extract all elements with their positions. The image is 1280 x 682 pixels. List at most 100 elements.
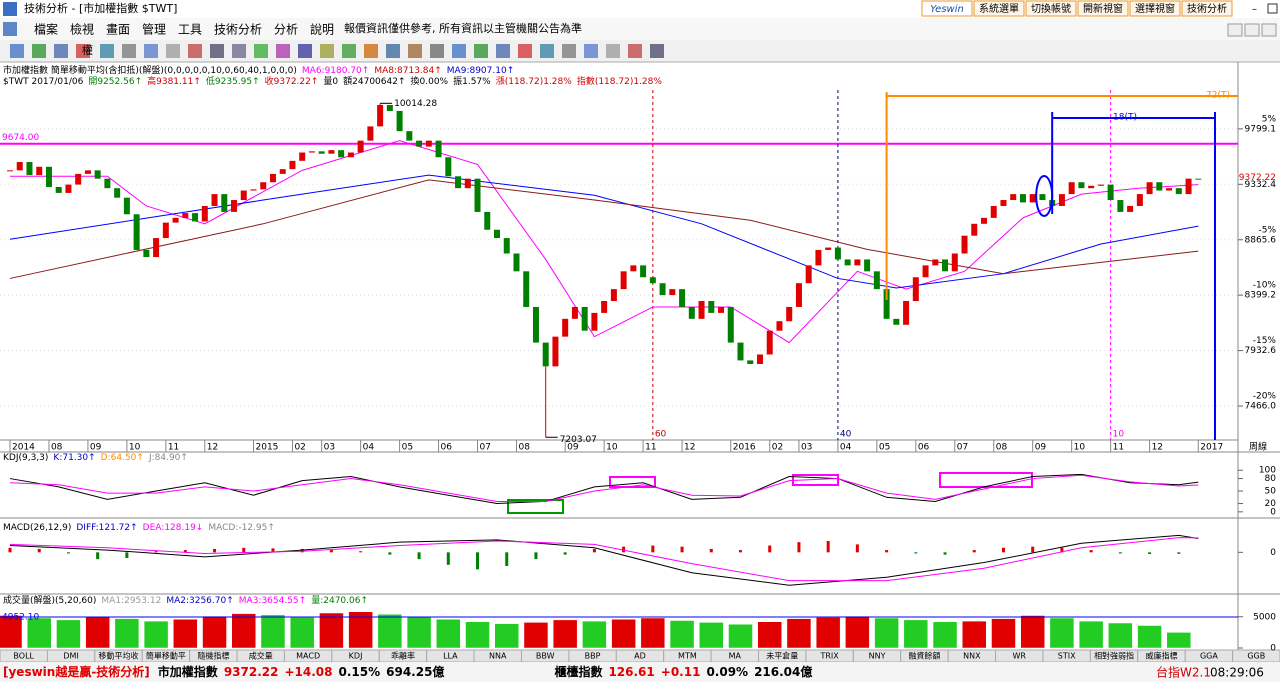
tab-label[interactable]: NNA	[489, 652, 507, 661]
tool-icon[interactable]	[474, 44, 488, 58]
tab-label[interactable]: BBW	[536, 652, 555, 661]
tool-icon[interactable]	[452, 44, 466, 58]
title-button[interactable]	[1077, 0, 1129, 17]
tab-label[interactable]: DMI	[63, 652, 78, 661]
tab-label[interactable]: GGB	[1247, 652, 1265, 661]
tool-icon[interactable]	[76, 44, 90, 58]
title-button-label[interactable]: 技術分析	[1187, 2, 1227, 15]
child-min[interactable]	[1227, 23, 1243, 37]
child-close[interactable]	[1261, 23, 1277, 37]
menu-item[interactable]: 技術分析	[214, 23, 262, 37]
tool-icon[interactable]	[144, 44, 158, 58]
title-button-label[interactable]: Yeswin	[930, 4, 964, 15]
tab-label[interactable]: STIX	[1058, 652, 1076, 661]
tab-label[interactable]: 簡單移動平	[146, 651, 186, 661]
candle	[464, 178, 471, 189]
x-unit-label: 周線	[1249, 441, 1267, 453]
tab-label[interactable]: NNX	[963, 652, 981, 661]
title-button[interactable]	[1129, 0, 1181, 17]
tab-label[interactable]: AD	[634, 652, 646, 661]
tool-icon[interactable]	[540, 44, 554, 58]
legend-entry: MA1:2953.12	[101, 596, 161, 606]
tab-label[interactable]: 乖離率	[391, 651, 415, 661]
candle	[1010, 194, 1017, 201]
tool-icon[interactable]	[188, 44, 202, 58]
tool-icon[interactable]	[518, 44, 532, 58]
tab-label[interactable]: 融資餘額	[908, 651, 940, 661]
menu-item[interactable]: 說明	[310, 22, 334, 37]
tool-icon[interactable]	[210, 44, 224, 58]
candle	[45, 166, 52, 187]
tab-label[interactable]: 成交量	[249, 651, 273, 661]
tab-label[interactable]: BOLL	[13, 652, 34, 661]
tool-icon[interactable]	[54, 44, 68, 58]
title-button[interactable]	[921, 0, 973, 17]
tab-label[interactable]: MACD	[296, 652, 320, 661]
tool-icon[interactable]	[10, 44, 24, 58]
tool-icon[interactable]	[298, 44, 312, 58]
maximize[interactable]	[1267, 3, 1278, 14]
menu-item[interactable]: 工具	[178, 23, 202, 37]
tab-label[interactable]: KDJ	[349, 652, 363, 661]
tool-icon[interactable]	[122, 44, 136, 58]
child-restore[interactable]	[1244, 23, 1260, 37]
tab-label[interactable]: MTM	[678, 652, 697, 661]
tab-label[interactable]: NNY	[869, 652, 886, 661]
tab-label[interactable]: GGA	[1200, 652, 1218, 661]
tool-icon[interactable]	[232, 44, 246, 58]
menu-item[interactable]: 分析	[274, 23, 298, 37]
tool-icon[interactable]	[408, 44, 422, 58]
menu-item[interactable]: 管理	[142, 22, 166, 37]
y-tick-label: 9799.1	[1245, 124, 1277, 134]
tool-icon[interactable]	[386, 44, 400, 58]
tool-icon[interactable]	[584, 44, 598, 58]
tool-icon[interactable]	[342, 44, 356, 58]
tab-label[interactable]: BBP	[585, 652, 601, 661]
tool-icon[interactable]	[254, 44, 268, 58]
title-button-label[interactable]: 切換帳號	[1031, 2, 1071, 15]
legend-entry: D:64.50↑	[101, 453, 144, 463]
tab-label[interactable]: TRIX	[819, 652, 839, 661]
tool-icon[interactable]	[650, 44, 664, 58]
candle	[143, 249, 150, 258]
title-button[interactable]	[1181, 0, 1233, 17]
tool-icon[interactable]	[364, 44, 378, 58]
tool-icon[interactable]	[320, 44, 334, 58]
tool-icon[interactable]	[32, 44, 46, 58]
volume-bar	[699, 622, 724, 649]
tab-label[interactable]: WR	[1013, 652, 1027, 661]
legend-entry: MACD:-12.95↑	[208, 523, 275, 533]
tab-label[interactable]: 相對強弱指	[1094, 651, 1134, 661]
tool-icon[interactable]	[562, 44, 576, 58]
tool-icon[interactable]	[276, 44, 290, 58]
tab-label[interactable]: 隨機指標	[197, 651, 229, 661]
title-button[interactable]	[973, 0, 1025, 17]
candle	[834, 247, 841, 260]
candle	[727, 306, 734, 343]
menu-item[interactable]: 檢視	[70, 22, 94, 37]
volume-bar	[377, 614, 403, 649]
pct-tick-label: -5%	[1258, 225, 1276, 235]
title-button-label[interactable]: 選擇視窗	[1135, 2, 1175, 15]
tool-icon[interactable]	[606, 44, 620, 58]
tab-label[interactable]: LLA	[443, 652, 458, 661]
tab-label[interactable]: MA	[729, 652, 742, 661]
tab-label[interactable]: 未平倉量	[766, 651, 798, 661]
menu-item[interactable]: 畫面	[106, 22, 130, 37]
minimize[interactable]: –	[1252, 4, 1257, 15]
title-button-label[interactable]: 開新視窗	[1083, 2, 1123, 15]
tool-icon[interactable]	[430, 44, 444, 58]
tool-icon[interactable]	[496, 44, 510, 58]
tool-icon[interactable]	[166, 44, 180, 58]
tool-icon[interactable]	[100, 44, 114, 58]
title-button[interactable]	[1025, 0, 1077, 17]
title-button-label[interactable]: 系統選單	[979, 2, 1019, 15]
macd-bar	[388, 552, 392, 555]
menu-item[interactable]: 檔案	[34, 22, 58, 37]
candle	[571, 306, 578, 319]
tab-label[interactable]: 移動平均收	[99, 651, 139, 661]
candle	[951, 253, 958, 272]
tool-icon[interactable]	[628, 44, 642, 58]
tab-label[interactable]: 威廉指標	[1145, 651, 1177, 661]
